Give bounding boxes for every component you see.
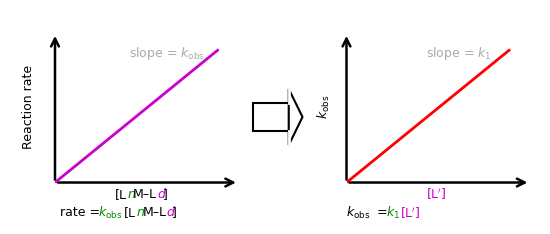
- Text: Reaction rate: Reaction rate: [23, 64, 35, 149]
- Text: n: n: [137, 206, 145, 219]
- Text: $[\mathrm{L}^{\prime}]$: $[\mathrm{L}^{\prime}]$: [400, 205, 421, 221]
- Text: slope = $k_\mathregular{obs}$: slope = $k_\mathregular{obs}$: [129, 45, 205, 62]
- Text: n: n: [128, 188, 136, 201]
- Polygon shape: [253, 103, 289, 131]
- Text: M–L: M–L: [133, 188, 157, 201]
- Text: ]: ]: [172, 206, 177, 219]
- Text: $k_1$: $k_1$: [386, 205, 400, 221]
- Text: slope = $k_1$: slope = $k_1$: [426, 45, 492, 62]
- Text: d: d: [157, 188, 166, 201]
- Text: =: =: [373, 206, 392, 219]
- Text: [L: [L: [124, 206, 136, 219]
- Text: $k_\mathregular{obs}$: $k_\mathregular{obs}$: [346, 205, 371, 221]
- Polygon shape: [289, 89, 302, 145]
- Text: $k_\mathregular{obs}$: $k_\mathregular{obs}$: [316, 94, 332, 119]
- Text: ]: ]: [163, 188, 168, 201]
- Text: $[\mathrm{L}^{\prime}]$: $[\mathrm{L}^{\prime}]$: [426, 186, 447, 202]
- Text: d: d: [167, 206, 174, 219]
- Text: $k_\mathregular{obs}$: $k_\mathregular{obs}$: [98, 205, 122, 221]
- Text: M–L: M–L: [142, 206, 167, 219]
- Text: rate =: rate =: [60, 206, 104, 219]
- Text: [L: [L: [114, 188, 126, 201]
